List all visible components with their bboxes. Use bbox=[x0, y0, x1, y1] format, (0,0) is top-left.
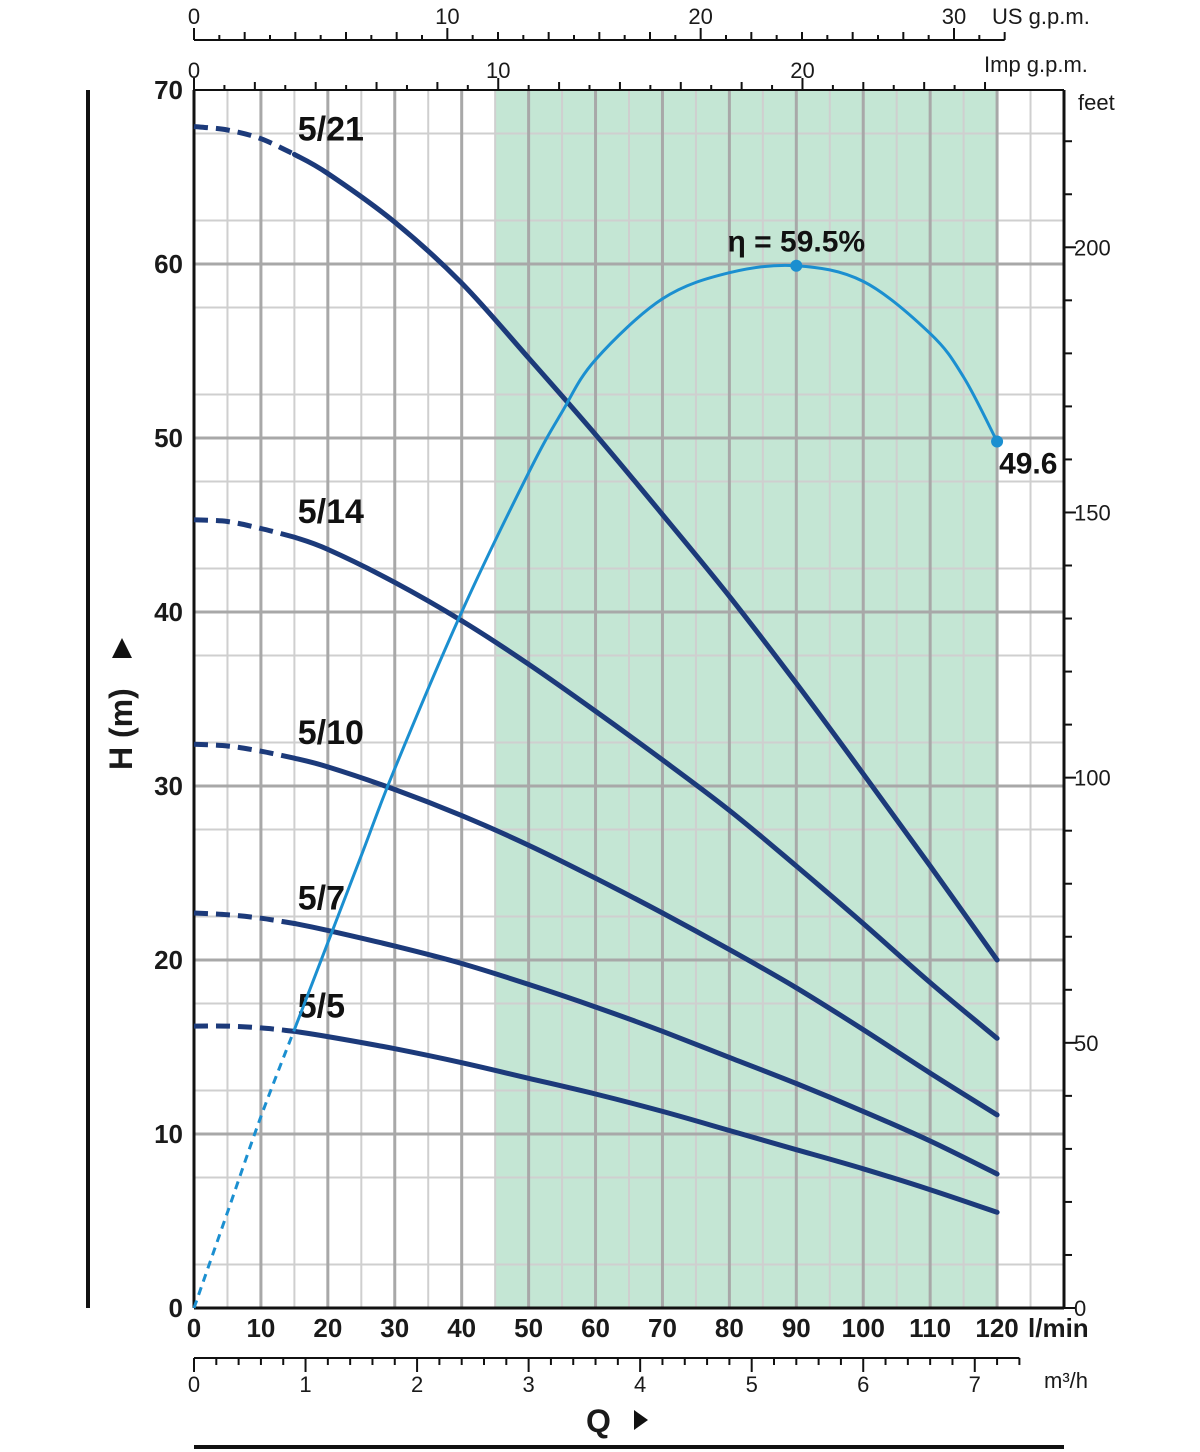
pump-curve-dashed-5-7 bbox=[193, 910, 295, 926]
m3h-tick-label: 6 bbox=[857, 1372, 869, 1397]
x-axis-arrow-icon bbox=[634, 1410, 648, 1430]
y-tick-label: 60 bbox=[154, 249, 183, 279]
x-tick-label: 0 bbox=[187, 1313, 201, 1343]
curve-label-5-5: 5/5 bbox=[298, 987, 345, 1025]
y-tick-label: 40 bbox=[154, 597, 183, 627]
m3h-tick-label: 2 bbox=[411, 1372, 423, 1397]
y-axis-title: H (m) bbox=[103, 688, 139, 770]
m3h-tick-label: 7 bbox=[969, 1372, 981, 1397]
efficiency-end-label: 49.6 bbox=[999, 447, 1057, 480]
labels: Q H (m) l/min m³/h US g.p.m. Imp g.p.m. … bbox=[103, 4, 1115, 1439]
feet-tick-label: 150 bbox=[1074, 500, 1111, 525]
curve-label-5-21: 5/21 bbox=[298, 110, 364, 148]
x-tick-label: 10 bbox=[246, 1313, 275, 1343]
imp-gpm-tick-label: 0 bbox=[188, 58, 200, 83]
x-tick-label: 110 bbox=[909, 1313, 951, 1343]
pump-curve-dashed-5-14 bbox=[193, 517, 296, 540]
x-tick-label: 60 bbox=[581, 1313, 610, 1343]
efficiency-end-point bbox=[991, 435, 1004, 448]
feet-tick-label: 200 bbox=[1074, 235, 1111, 260]
pump-curve-dashed-5-10 bbox=[193, 741, 295, 761]
curve-label-5-7: 5/7 bbox=[298, 879, 345, 917]
x-tick-label: 100 bbox=[842, 1313, 885, 1343]
efficiency-curve-dashed bbox=[192, 1029, 296, 1309]
x-axis-title: Q bbox=[586, 1403, 611, 1439]
m3h-tick-label: 0 bbox=[188, 1372, 200, 1397]
feet-unit-label: feet bbox=[1078, 90, 1115, 115]
imp-gpm-tick-label: 10 bbox=[486, 58, 510, 83]
y-axis-arrow-icon bbox=[112, 638, 132, 658]
x-tick-label: 120 bbox=[975, 1313, 1018, 1343]
m3h-tick-label: 5 bbox=[746, 1372, 758, 1397]
feet-tick-label: 100 bbox=[1074, 766, 1111, 791]
imp-gpm-unit-label: Imp g.p.m. bbox=[984, 52, 1088, 77]
grid bbox=[194, 90, 1064, 1308]
y-tick-label: 50 bbox=[154, 423, 183, 453]
m3h-tick-label: 1 bbox=[299, 1372, 311, 1397]
x-tick-label: 50 bbox=[514, 1313, 543, 1343]
y-tick-label: 70 bbox=[154, 75, 183, 105]
y-tick-label: 20 bbox=[154, 945, 183, 975]
us-gpm-tick-label: 30 bbox=[942, 4, 966, 29]
recommended-range-rect bbox=[495, 90, 998, 1308]
pump-curve-dashed-5-5 bbox=[193, 1023, 295, 1034]
x-tick-label: 20 bbox=[313, 1313, 342, 1343]
x-tick-label: 40 bbox=[447, 1313, 476, 1343]
x-unit-label: l/min bbox=[1028, 1313, 1089, 1343]
efficiency-peak-point bbox=[790, 259, 803, 272]
y-tick-label: 10 bbox=[154, 1119, 183, 1149]
x-tick-label: 70 bbox=[648, 1313, 677, 1343]
plot-frame bbox=[86, 89, 1066, 1449]
x-secondary-unit-label: m³/h bbox=[1044, 1368, 1088, 1393]
x-tick-label: 30 bbox=[380, 1313, 409, 1343]
efficiency-curve: η = 59.5% 49.6 bbox=[192, 226, 1057, 1309]
x-tick-label: 90 bbox=[782, 1313, 811, 1343]
efficiency-peak-label: η = 59.5% bbox=[728, 226, 866, 259]
m3h-tick-label: 3 bbox=[522, 1372, 534, 1397]
y-tick-label: 0 bbox=[169, 1293, 183, 1323]
us-gpm-tick-label: 20 bbox=[688, 4, 712, 29]
feet-tick-label: 50 bbox=[1074, 1031, 1098, 1056]
pump-curve-5-7 bbox=[291, 921, 1000, 1177]
pump-curve-dashed-5-21 bbox=[193, 124, 296, 157]
y-tick-label: 30 bbox=[154, 771, 183, 801]
efficiency-curve-line bbox=[292, 263, 999, 1031]
pump-curve-5-5 bbox=[291, 1028, 1000, 1215]
us-gpm-unit-label: US g.p.m. bbox=[992, 4, 1090, 29]
pump-curves: 5/21 5/14 5/10 5/7 5/5 bbox=[193, 110, 1000, 1215]
pump-curve-5-14 bbox=[291, 534, 1000, 1041]
recommended-range-band bbox=[495, 90, 998, 1308]
pump-curve-5-10 bbox=[291, 755, 1000, 1118]
pump-curve-5-21 bbox=[291, 151, 1000, 963]
us-gpm-tick-label: 0 bbox=[188, 4, 200, 29]
feet-tick-label: 0 bbox=[1074, 1296, 1086, 1321]
curve-label-5-10: 5/10 bbox=[298, 714, 364, 752]
curve-label-5-14: 5/14 bbox=[298, 493, 364, 531]
imp-gpm-tick-label: 20 bbox=[790, 58, 814, 83]
us-gpm-tick-label: 10 bbox=[435, 4, 459, 29]
m3h-tick-label: 4 bbox=[634, 1372, 646, 1397]
x-tick-label: 80 bbox=[715, 1313, 744, 1343]
